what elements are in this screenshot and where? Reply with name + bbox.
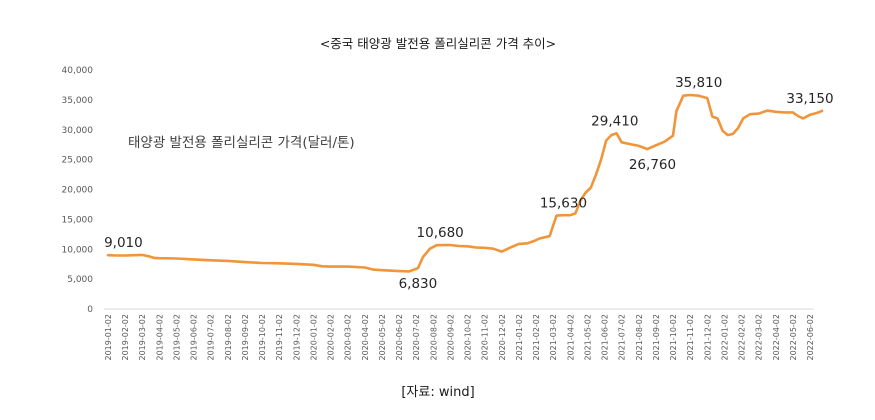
x-tick-label: 2022-04-02 [772,314,781,361]
x-tick-label: 2021-08-02 [635,314,644,361]
x-tick-label: 2019-11-02 [275,314,284,361]
x-tick-label: 2020-09-02 [446,314,455,361]
data-label: 15,630 [540,196,587,212]
y-tick-label: 30,000 [62,126,94,136]
x-tick-label: 2019-10-02 [258,314,267,361]
x-tick-label: 2020-01-02 [309,314,318,361]
data-label: 10,680 [417,225,464,241]
chart-title: <중국 태양광 발전용 폴리실리콘 가격 추이> [320,36,556,51]
x-tick-label: 2019-12-02 [292,314,301,361]
series-layer [106,93,824,273]
x-tick-label: 2022-05-02 [789,314,798,361]
x-tick-label: 2020-03-02 [344,314,353,361]
x-axis: 2019-01-02 2019-02-02 2019-03-02 2019-04-02… [104,308,815,361]
x-tick-label: 2019-06-02 [190,314,199,361]
x-tick-label: 2021-10-02 [669,314,678,361]
series-line [106,93,824,273]
y-axis: 0 5,000 10,000 15,000 20,000 25,000 30,000 35,0… [62,66,94,315]
x-tick-label: 2021-09-02 [652,314,661,361]
x-tick-label: 2021-03-02 [549,314,558,361]
x-tick-label: 2020-11-02 [481,314,490,361]
x-tick-label: 2021-07-02 [618,314,627,361]
x-tick-label: 2020-02-02 [327,314,336,361]
x-tick-label: 2022-01-02 [720,314,729,361]
x-tick-label: 2019-08-02 [224,314,233,361]
x-tick-label: 2019-03-02 [138,314,147,361]
x-tick-label: 2020-12-02 [498,314,507,361]
x-tick-label: 2022-06-02 [806,314,815,361]
x-tick-label: 2021-02-02 [532,314,541,361]
x-tick-label: 2020-05-02 [378,314,387,361]
x-tick-label: 2021-06-02 [601,314,610,361]
x-tick-label: 2019-05-02 [172,314,181,361]
x-tick-label: 2021-01-02 [515,314,524,361]
y-tick-label: 40,000 [62,66,94,76]
x-tick-label: 2020-07-02 [412,314,421,361]
x-tick-label: 2022-03-02 [755,314,764,361]
x-tick-label: 2022-02-02 [738,314,747,361]
data-label: 29,410 [591,113,638,129]
y-tick-label: 0 [87,305,93,315]
data-label: 9,010 [104,235,143,251]
data-label: 26,760 [629,157,676,173]
x-tick-label: 2019-09-02 [241,314,250,361]
y-tick-label: 5,000 [67,275,93,285]
y-tick-label: 20,000 [62,186,94,196]
x-tick-label: 2020-04-02 [361,314,370,361]
x-tick-label: 2020-06-02 [395,314,404,361]
x-tick-label: 2020-10-02 [464,314,473,361]
data-labels: 9,010 6,830 10,680 15,630 29,410 26,760 35,810… [104,75,834,292]
x-tick-label: 2020-08-02 [429,314,438,361]
data-label: 6,830 [399,276,438,292]
x-tick-label: 2019-04-02 [155,314,164,361]
x-tick-label: 2021-04-02 [566,314,575,361]
data-label: 33,150 [786,91,833,107]
x-tick-label: 2019-02-02 [121,314,130,361]
x-tick-label: 2021-05-02 [583,314,592,361]
x-tick-label: 2019-07-02 [207,314,216,361]
series-label: 태양광 발전용 폴리실리콘 가격(달러/톤) [128,135,355,151]
source-note: [자료: wind] [401,385,474,400]
data-label: 35,810 [675,75,722,91]
y-tick-label: 10,000 [62,245,94,255]
y-tick-label: 25,000 [62,156,94,166]
y-tick-label: 15,000 [62,215,94,225]
x-tick-label: 2019-01-02 [104,314,113,361]
y-tick-label: 35,000 [62,96,94,106]
x-tick-label: 2021-12-02 [703,314,712,361]
x-tick-label: 2021-11-02 [686,314,695,361]
